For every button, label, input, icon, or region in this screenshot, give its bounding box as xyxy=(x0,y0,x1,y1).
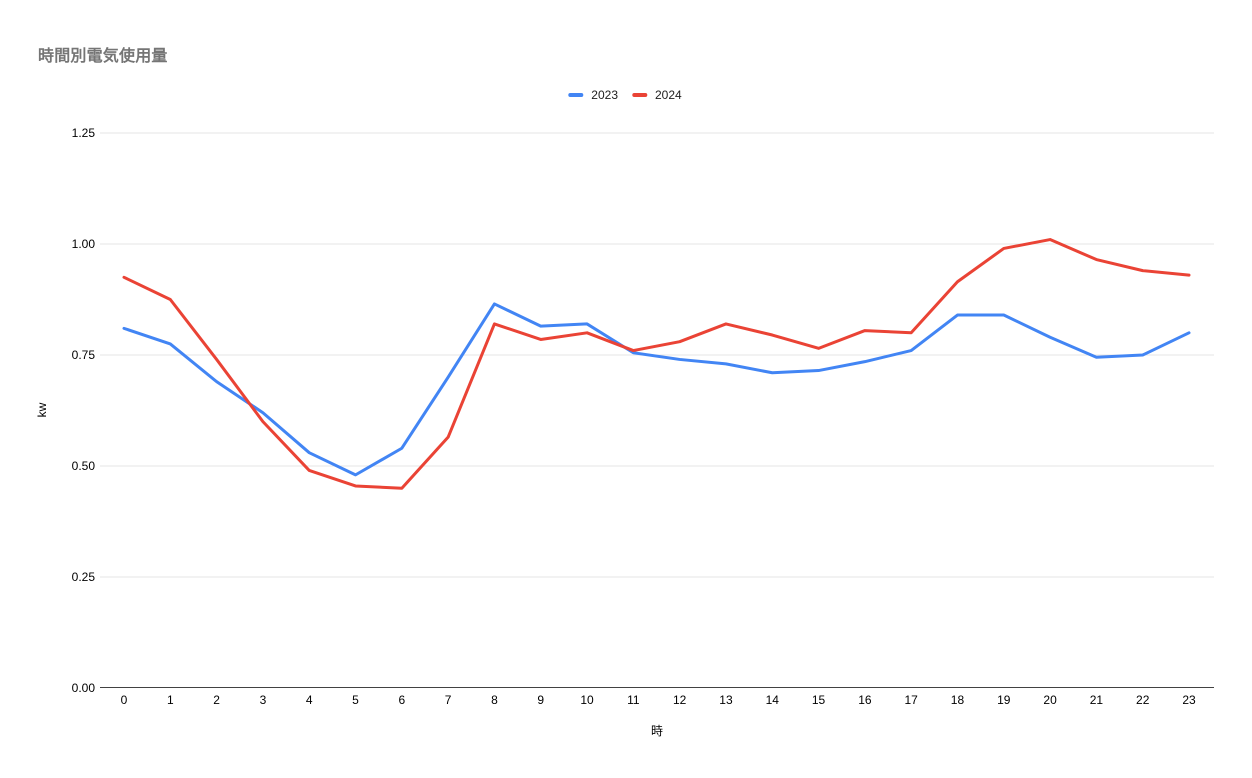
x-tick-label: 19 xyxy=(997,693,1011,707)
legend-label-2023: 2023 xyxy=(591,88,618,102)
x-tick-label: 8 xyxy=(491,693,498,707)
x-tick-label: 2 xyxy=(213,693,220,707)
x-tick-label: 11 xyxy=(627,693,640,707)
legend-swatch-2024-icon xyxy=(632,93,647,97)
x-tick-label: 9 xyxy=(537,693,544,707)
legend-item-2024[interactable]: 2024 xyxy=(632,88,682,102)
x-tick-label: 23 xyxy=(1182,693,1196,707)
y-tick-label: 1.25 xyxy=(72,126,96,140)
x-tick-label: 4 xyxy=(306,693,313,707)
x-tick-label: 18 xyxy=(951,693,965,707)
x-tick-label: 1 xyxy=(167,693,174,707)
x-tick-label: 12 xyxy=(673,693,687,707)
x-tick-label: 7 xyxy=(445,693,452,707)
y-axis-title: kw xyxy=(35,402,49,417)
y-tick-label: 0.00 xyxy=(72,681,96,695)
x-tick-label: 0 xyxy=(121,693,128,707)
series-line-2023 xyxy=(122,302,1191,477)
x-tick-label: 21 xyxy=(1090,693,1104,707)
legend-swatch-2023-icon xyxy=(568,93,584,97)
y-tick-label: 0.75 xyxy=(72,348,96,362)
x-tick-label: 20 xyxy=(1043,693,1057,707)
legend: 2023 2024 xyxy=(568,88,682,102)
x-tick-label: 10 xyxy=(580,693,594,707)
y-tick-label: 0.25 xyxy=(72,570,96,584)
x-tick-label: 3 xyxy=(260,693,267,707)
y-tick-label: 0.50 xyxy=(72,459,96,473)
x-tick-label: 5 xyxy=(352,693,359,707)
x-tick-label: 14 xyxy=(766,693,780,707)
series-line-2024 xyxy=(122,238,1191,490)
x-axis-title: 時 xyxy=(651,724,663,738)
x-tick-label: 6 xyxy=(398,693,405,707)
x-tick-label: 17 xyxy=(904,693,918,707)
y-tick-label: 1.00 xyxy=(72,237,96,251)
chart-title: 時間別電気使用量 xyxy=(38,48,168,65)
x-tick-label: 15 xyxy=(812,693,826,707)
x-tick-label: 16 xyxy=(858,693,872,707)
x-tick-label: 13 xyxy=(719,693,733,707)
legend-item-2023[interactable]: 2023 xyxy=(568,88,618,102)
legend-label-2024: 2024 xyxy=(655,88,682,102)
x-tick-label: 22 xyxy=(1136,693,1150,707)
